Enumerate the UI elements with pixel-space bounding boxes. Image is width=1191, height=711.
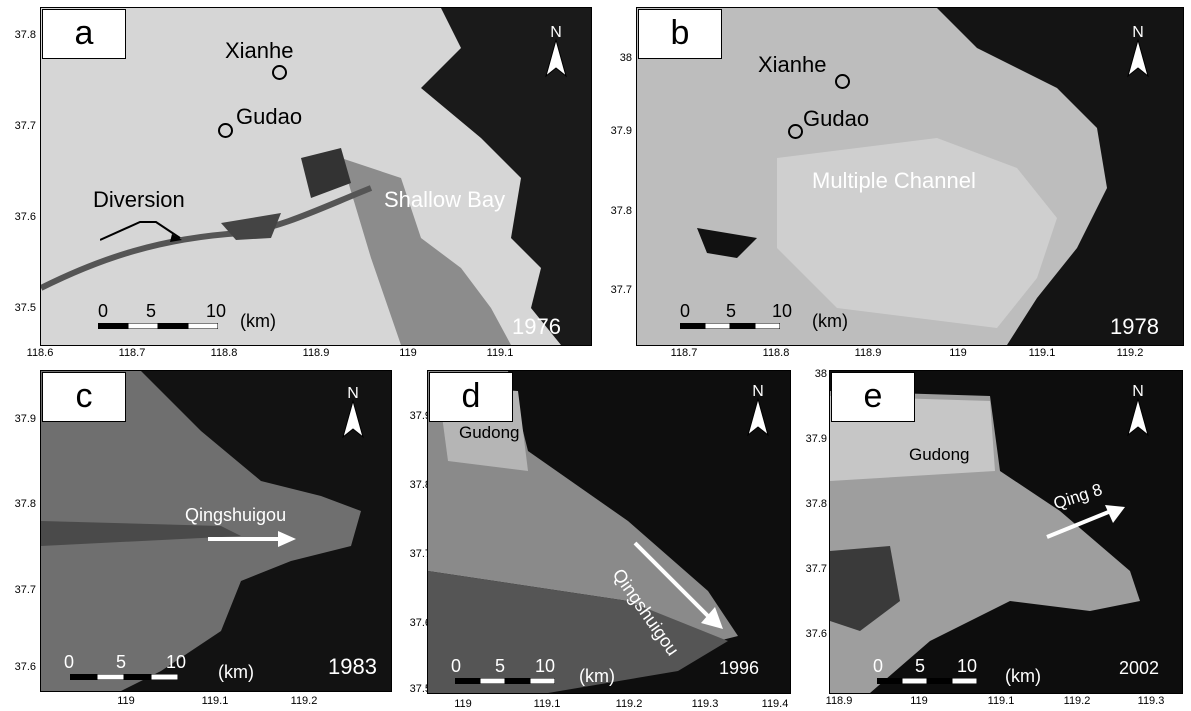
x-tick: 119.1 <box>1028 347 1056 359</box>
y-tick: 37.7 <box>805 563 827 575</box>
x-tick: 119 <box>910 695 928 707</box>
label-xianhe: Xianhe <box>225 38 294 63</box>
x-tick: 119 <box>949 347 967 359</box>
satellite-image-1996 <box>427 370 791 694</box>
satellite-image-1976 <box>40 7 592 346</box>
panel-letter: e <box>831 372 915 422</box>
y-tick: 38 <box>814 368 827 380</box>
panel-b: 38 37.9 37.8 37.7 b N Xianhe Gudao Multi… <box>600 0 1191 365</box>
x-tick: 118.7 <box>670 347 698 359</box>
y-tick: 37.6 <box>14 661 36 673</box>
y-tick: 37.9 <box>409 410 431 422</box>
x-tick: 119.2 <box>1116 347 1144 359</box>
y-tick: 37.8 <box>14 498 36 510</box>
terrain-graphic <box>41 8 591 345</box>
x-tick: 119.1 <box>987 695 1015 707</box>
y-tick: 38 <box>619 52 632 64</box>
flow-arrow-icon <box>208 531 296 547</box>
y-tick: 37.7 <box>14 584 36 596</box>
y-tick: 37.6 <box>805 628 827 640</box>
panel-e: 38 37.9 37.8 37.7 37.6 e N Gudong Qing 8… <box>795 365 1191 711</box>
x-tick: 118.8 <box>210 347 238 359</box>
x-tick: 118.9 <box>825 695 853 707</box>
label-shallow-bay: Shallow Bay <box>384 187 506 212</box>
year-label: 1978 <box>1110 314 1159 339</box>
label-gudong: Gudong <box>459 423 520 442</box>
diversion-arrow-icon <box>100 221 182 242</box>
town-marker-icon <box>218 123 233 138</box>
year-label: 2002 <box>1119 658 1160 678</box>
label-diversion: Diversion <box>93 187 185 212</box>
y-tick: 37.5 <box>14 302 36 314</box>
panel-letter: b <box>638 9 722 59</box>
north-arrow-icon: N <box>740 383 776 437</box>
y-tick: 37.8 <box>409 479 431 491</box>
year-label: 1996 <box>719 658 760 678</box>
y-tick: 37.9 <box>805 433 827 445</box>
x-tick: 119.3 <box>1137 695 1165 707</box>
north-arrow-icon: N <box>1120 383 1156 437</box>
town-marker-icon <box>835 74 850 89</box>
terrain-graphic <box>428 371 790 693</box>
x-tick: 118.6 <box>26 347 54 359</box>
y-tick: 37.9 <box>14 413 36 425</box>
label-gudao: Gudao <box>803 106 870 131</box>
label-gudao: Gudao <box>236 104 303 129</box>
y-tick: 37.6 <box>14 211 36 223</box>
town-marker-icon <box>788 124 803 139</box>
x-tick: 119.3 <box>691 698 719 710</box>
x-tick: 119.1 <box>486 347 514 359</box>
y-tick: 37.7 <box>409 548 431 560</box>
y-tick: 37.8 <box>610 205 632 217</box>
x-tick: 118.9 <box>854 347 882 359</box>
y-tick: 37.5 <box>409 683 431 695</box>
x-tick: 119.1 <box>201 695 229 707</box>
flow-arrow-icon <box>1046 505 1125 539</box>
panel-d: 37.9 37.8 37.7 37.6 37.5 d N Gudong Qing… <box>395 365 795 711</box>
y-tick: 37.7 <box>14 120 36 132</box>
panel-a: 37.8 37.7 37.6 37.5 a N Xianhe Gudao Div… <box>0 0 600 365</box>
x-tick: 119 <box>399 347 417 359</box>
y-tick: 37.9 <box>610 125 632 137</box>
panel-c: 37.9 37.8 37.7 37.6 c N Qingshuigou 0 5 … <box>0 365 400 711</box>
x-tick: 119.4 <box>761 698 789 710</box>
x-tick: 119.2 <box>1063 695 1091 707</box>
terrain-graphic <box>637 8 1183 345</box>
town-marker-icon <box>272 65 287 80</box>
x-tick: 119 <box>454 698 472 710</box>
label-multiple-channel: Multiple Channel <box>812 168 976 193</box>
x-tick: 119.2 <box>615 698 643 710</box>
terrain-graphic <box>41 371 391 691</box>
x-tick: 118.7 <box>118 347 146 359</box>
y-tick: 37.8 <box>14 29 36 41</box>
satellite-image-1983 <box>40 370 392 692</box>
north-arrow-icon: N <box>1120 24 1156 78</box>
x-tick: 119 <box>117 695 135 707</box>
y-tick: 37.8 <box>805 498 827 510</box>
north-arrow-icon: N <box>538 24 574 78</box>
x-tick: 119.1 <box>533 698 561 710</box>
x-tick: 118.9 <box>302 347 330 359</box>
y-tick: 37.7 <box>610 284 632 296</box>
label-gudong: Gudong <box>909 445 970 464</box>
north-arrow-icon: N <box>335 385 371 439</box>
panel-letter: d <box>429 372 513 422</box>
label-xianhe: Xianhe <box>758 52 827 77</box>
x-tick: 119.2 <box>290 695 318 707</box>
label-qingshuigou: Qingshuigou <box>185 505 287 525</box>
satellite-image-1978 <box>636 7 1184 346</box>
flow-arrow-icon <box>633 541 723 629</box>
panel-letter: a <box>42 9 126 59</box>
panel-letter: c <box>42 372 126 422</box>
year-label: 1976 <box>512 314 561 339</box>
x-tick: 118.8 <box>762 347 790 359</box>
year-label: 1983 <box>328 654 377 679</box>
y-tick: 37.6 <box>409 617 431 629</box>
